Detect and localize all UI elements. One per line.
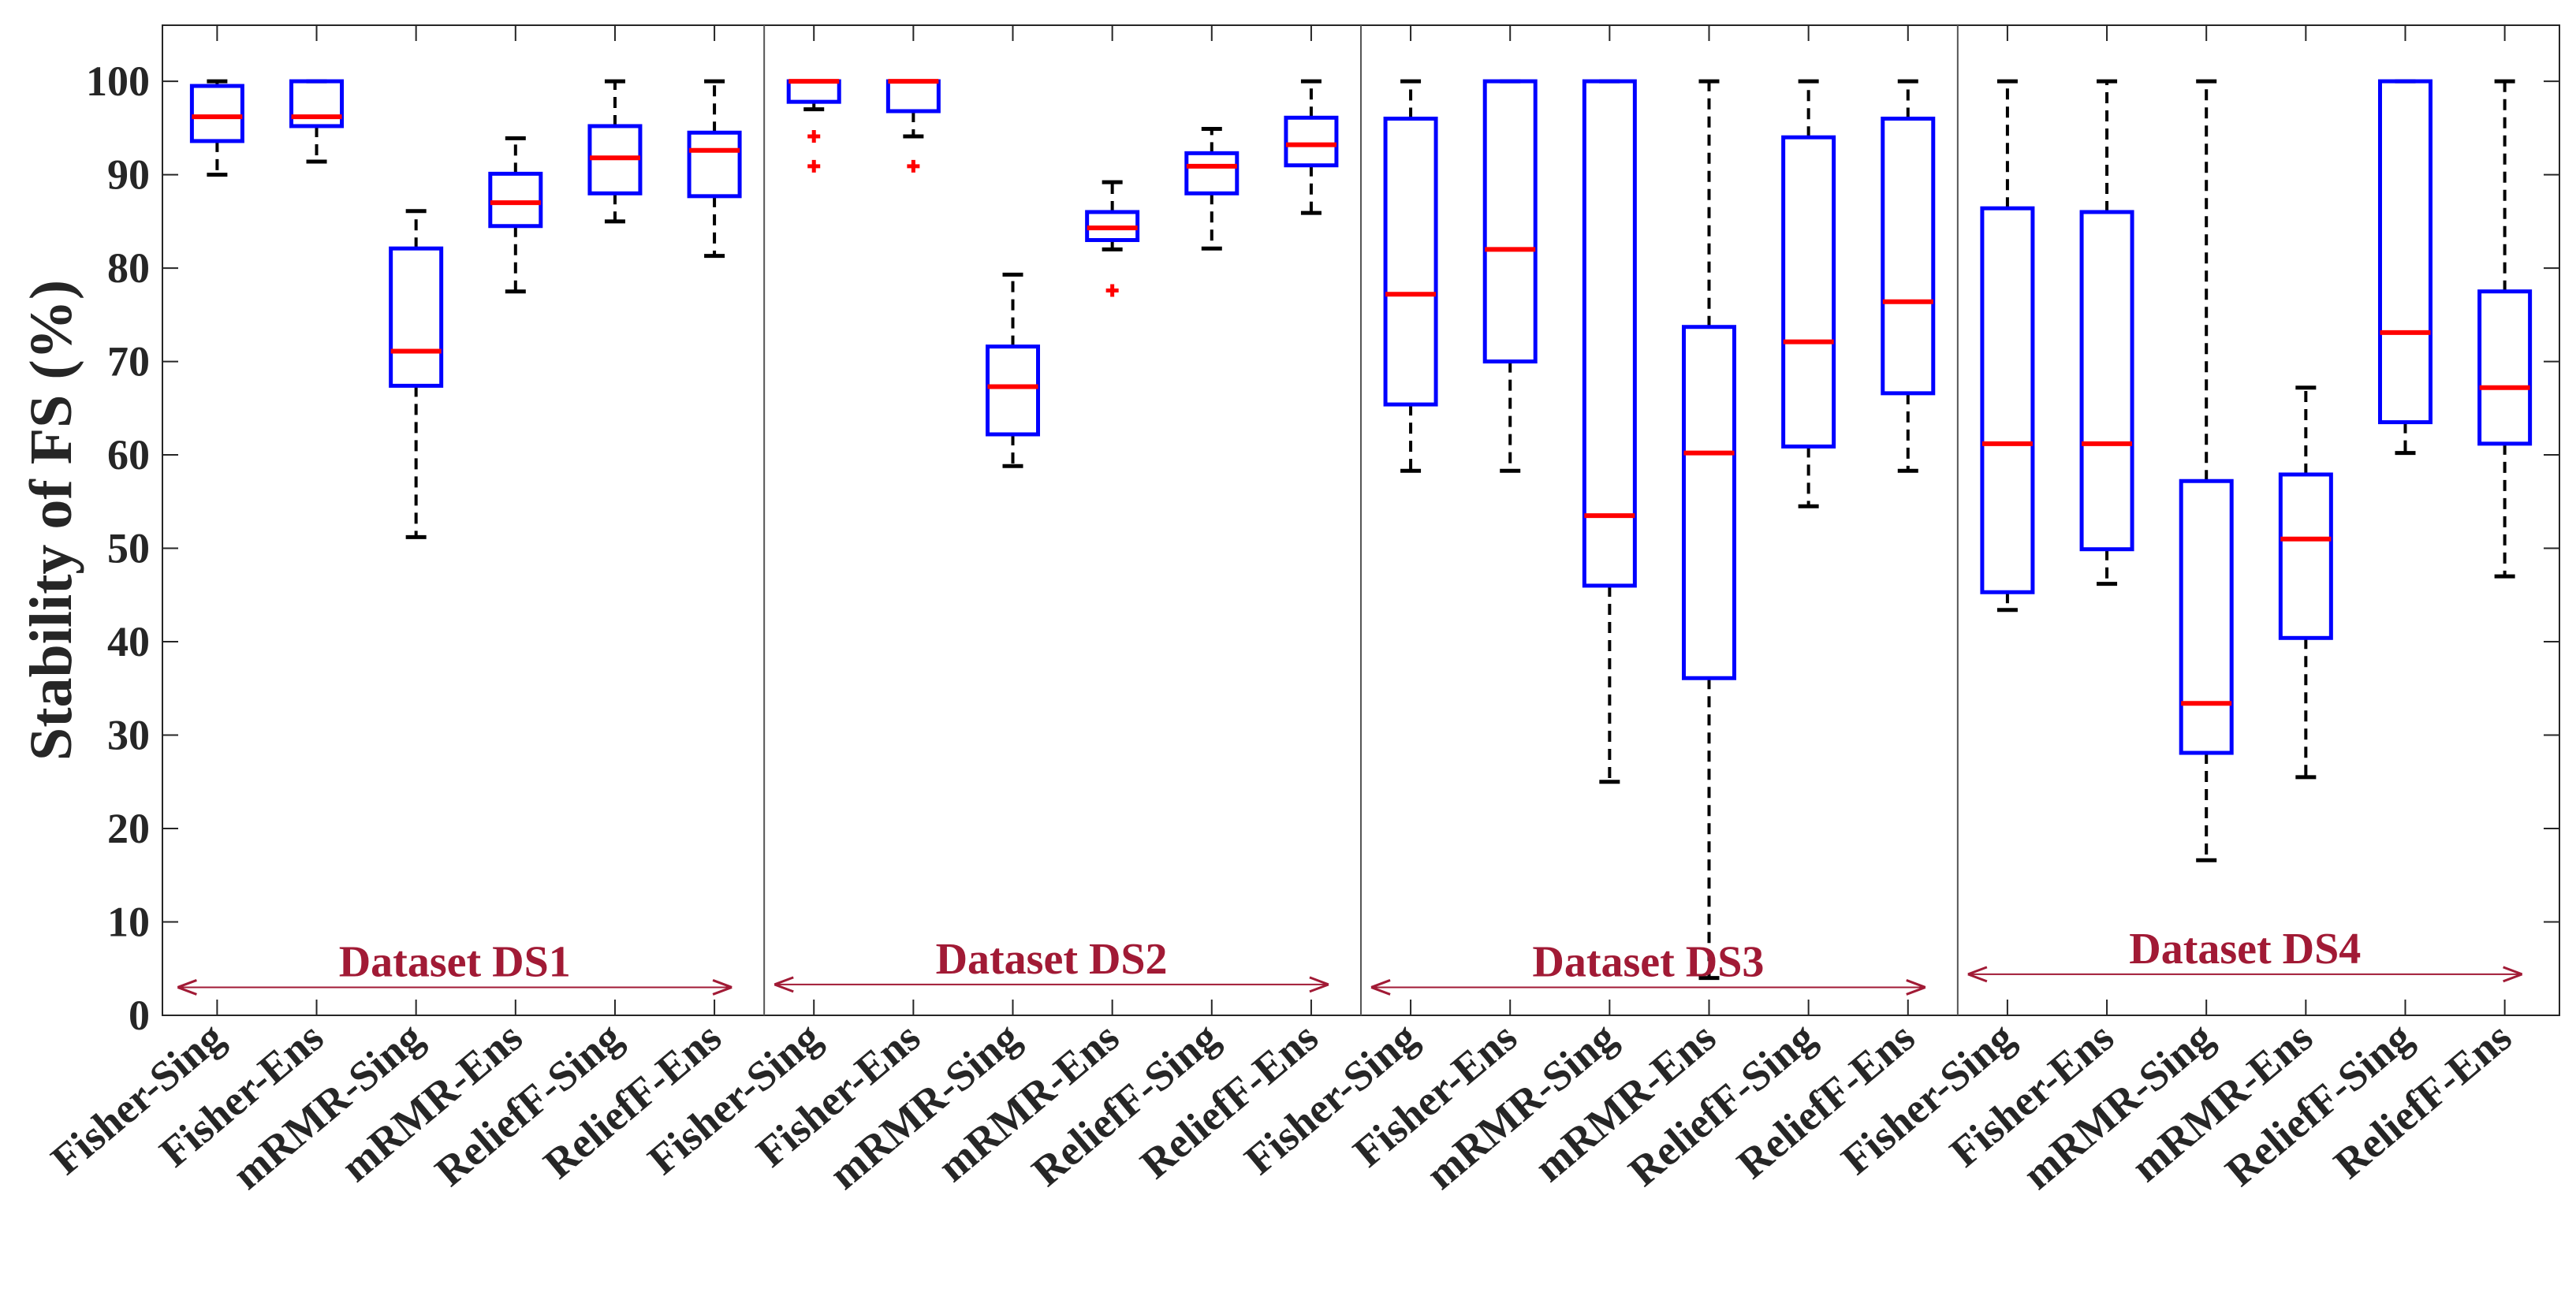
box-11: [1184, 127, 1240, 251]
dataset-annotations: Dataset DS1 Dataset DS2 Dataset DS3 Dataset…: [177, 925, 2523, 996]
box-22: [2278, 385, 2333, 780]
box-21: [2179, 79, 2234, 862]
arrow-head-left: [1967, 966, 1988, 983]
box-body: [289, 79, 345, 128]
box-1: [189, 79, 244, 177]
box-body: [2179, 478, 2234, 755]
arrow-head-left: [1370, 979, 1391, 996]
arrow-head-right: [712, 979, 733, 996]
box-16: [1681, 79, 1736, 981]
boxes: [189, 79, 2533, 981]
y-tick-label: 90: [107, 151, 150, 199]
box-5: [587, 79, 643, 224]
dataset-label: Dataset DS4: [2129, 925, 2361, 974]
box-body: [1881, 116, 1936, 396]
dataset-annotation-1: Dataset DS1: [177, 937, 733, 996]
box-body: [1781, 135, 1836, 449]
y-tick-label: 70: [107, 338, 150, 385]
box-23: [2377, 79, 2432, 456]
box-2: [289, 79, 345, 164]
dataset-annotation-2: Dataset DS2: [774, 935, 1329, 993]
box-body: [2079, 210, 2134, 552]
dataset-label: Dataset DS1: [339, 937, 571, 986]
box-body: [986, 344, 1041, 437]
arrow-head-right: [1906, 979, 1926, 996]
outlier-marker: [807, 159, 821, 173]
box-9: [986, 272, 1041, 468]
box-body: [1582, 79, 1637, 588]
dataset-label: Dataset DS2: [936, 935, 1168, 984]
box-10: [1085, 180, 1140, 297]
box-4: [488, 136, 543, 294]
box-body: [1681, 325, 1736, 680]
box-8: [885, 79, 941, 173]
box-24: [2477, 79, 2533, 579]
box-13: [1383, 79, 1438, 473]
box-15: [1582, 79, 1637, 784]
y-tick-label: 80: [107, 244, 150, 292]
dataset-separators: [763, 25, 1959, 1015]
box-17: [1781, 79, 1836, 508]
y-tick-label: 50: [107, 525, 150, 572]
box-body: [1184, 151, 1240, 195]
box-7: [786, 79, 841, 173]
y-tick-label: 0: [129, 992, 150, 1039]
box-body: [1284, 115, 1339, 168]
box-14: [1482, 79, 1538, 473]
arrow-head-left: [774, 976, 794, 993]
y-tick-label: 30: [107, 712, 150, 759]
y-axis-label: Stability of FS (%): [18, 280, 84, 761]
box-6: [687, 79, 742, 259]
box-body: [1482, 79, 1538, 364]
box-body: [2278, 472, 2333, 640]
box-body: [2377, 79, 2432, 425]
box-12: [1284, 79, 1339, 215]
box-body: [1980, 206, 2035, 594]
box-18: [1881, 79, 1936, 473]
dataset-label: Dataset DS3: [1532, 937, 1764, 986]
y-axis: 0 10 20 30 40 50 60 70 80 90 100: [86, 58, 2559, 1039]
y-tick-label: 40: [107, 618, 150, 665]
outlier-marker: [807, 130, 821, 143]
arrow-head-right: [1309, 976, 1329, 993]
box-body: [488, 171, 543, 229]
y-tick-label: 10: [107, 899, 150, 946]
outlier-marker: [1105, 284, 1119, 297]
box-body: [2477, 289, 2533, 446]
box-body: [687, 130, 742, 199]
outlier-marker: [907, 159, 920, 173]
box-3: [389, 209, 444, 539]
box-20: [2079, 79, 2134, 586]
dataset-annotation-4: Dataset DS4: [1967, 925, 2523, 983]
y-tick-label: 20: [107, 805, 150, 852]
box-body: [389, 246, 444, 388]
y-tick-label: 60: [107, 431, 150, 478]
y-tick-label: 100: [86, 58, 150, 105]
box-body: [1383, 116, 1438, 407]
arrow-head-left: [177, 979, 197, 996]
box-body: [189, 84, 244, 143]
arrow-head-right: [2503, 966, 2523, 983]
box-19: [1980, 79, 2035, 613]
dataset-annotation-3: Dataset DS3: [1370, 937, 1926, 996]
